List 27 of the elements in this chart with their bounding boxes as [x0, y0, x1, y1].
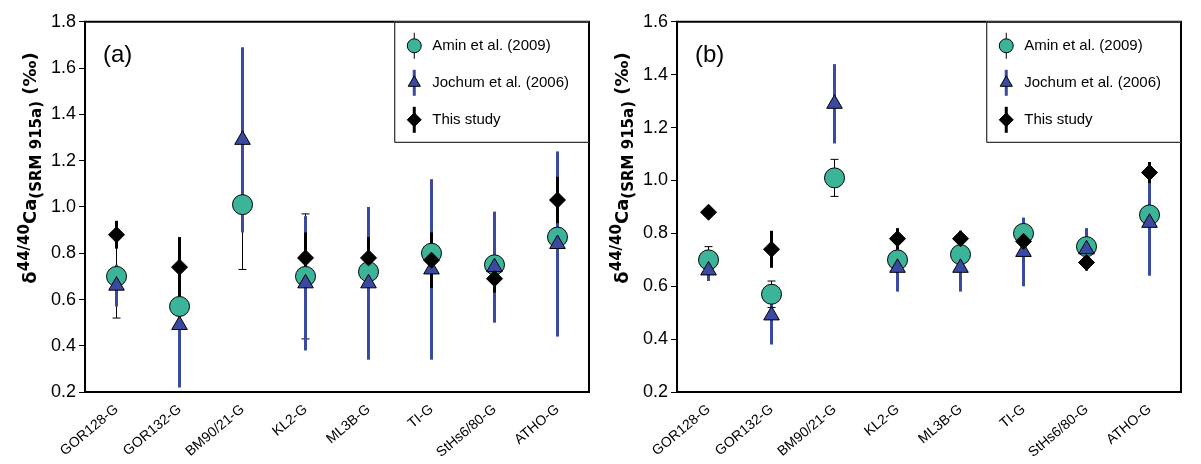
legend-label: Amin et al. (2009)	[432, 35, 551, 53]
text: (a)	[103, 40, 133, 68]
text: (b)	[695, 40, 725, 68]
y-tick-label: 0.4	[642, 328, 669, 349]
y-tick-label: 1.4	[642, 63, 669, 84]
legend-label: This study	[1024, 109, 1094, 127]
legend-label: Jochum et al. (2006)	[432, 72, 570, 90]
y-tick-label: 0.6	[642, 275, 669, 296]
y-tick-label: 0.4	[50, 334, 77, 355]
y-tick-label: 0.8	[50, 242, 77, 263]
y-tick-label: 1.6	[642, 10, 669, 31]
legend-label: Amin et al. (2009)	[1024, 35, 1143, 53]
x-tick-label: TI-G	[404, 400, 436, 431]
x-tick-label: TI-G	[996, 400, 1028, 431]
y-tick-label: 1.2	[50, 149, 77, 170]
legend-label: Jochum et al. (2006)	[1024, 72, 1162, 90]
y-tick-label: 1.0	[642, 169, 669, 190]
y-tick-label: 0.6	[50, 288, 77, 309]
legend-label: This study	[432, 109, 502, 127]
y-tick-label: 0.8	[642, 222, 669, 243]
y-tick-label: 1.6	[50, 57, 77, 78]
y-tick-label: 1.2	[642, 116, 669, 137]
y-tick-label: 1.0	[50, 195, 77, 216]
y-tick-label: 1.4	[50, 103, 77, 124]
y-tick-label: 0.2	[50, 381, 77, 402]
y-tick-label: 0.2	[642, 381, 669, 402]
y-tick-label: 1.8	[50, 10, 77, 31]
